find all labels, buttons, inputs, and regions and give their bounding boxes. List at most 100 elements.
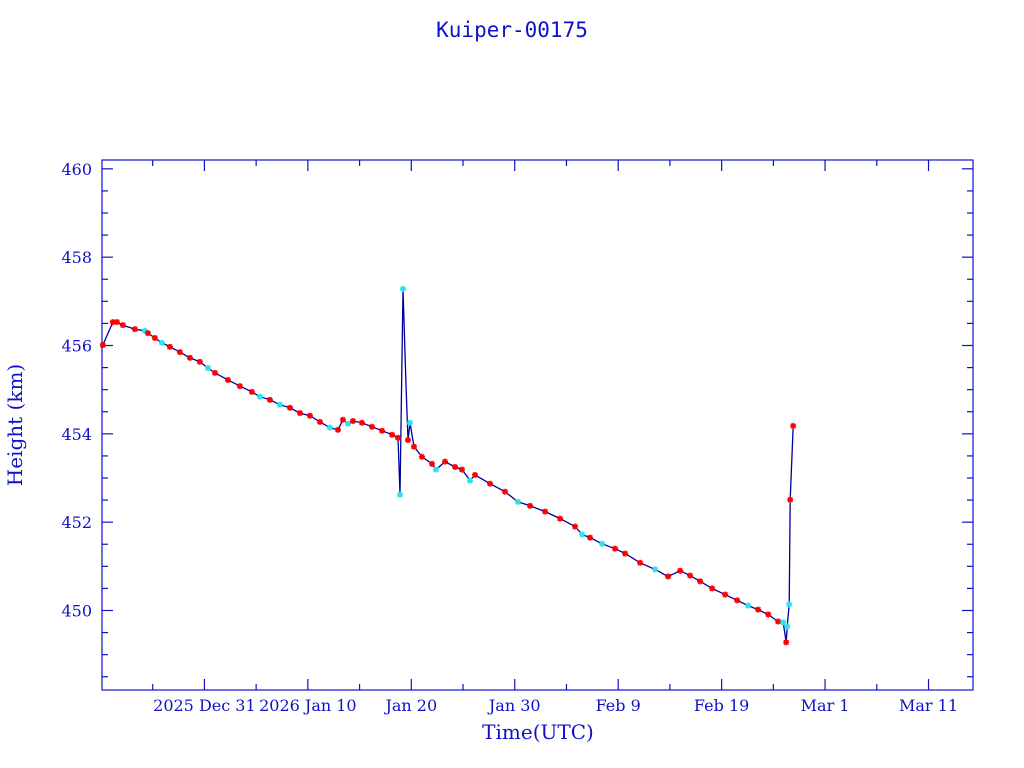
data-point-red xyxy=(612,545,619,552)
data-point-red xyxy=(587,534,594,541)
data-point-red xyxy=(119,322,126,329)
y-tick-label: 458 xyxy=(61,248,92,267)
data-point-red xyxy=(151,334,158,341)
x-tick-label: Mar 1 xyxy=(801,696,850,715)
data-point-cyan xyxy=(652,566,659,573)
data-point-cyan xyxy=(515,498,522,505)
data-point-red xyxy=(687,572,694,579)
data-point-red xyxy=(783,639,790,646)
data-point-red xyxy=(99,342,106,349)
height-series xyxy=(99,285,797,646)
data-point-red xyxy=(394,434,401,441)
data-point-red xyxy=(404,437,411,444)
data-point-red xyxy=(487,480,494,487)
data-point-cyan xyxy=(400,285,407,292)
data-point-red xyxy=(418,453,425,460)
data-point-red xyxy=(144,330,151,337)
data-point-red xyxy=(557,515,564,522)
axis-ticks: 2025 Dec 31 2026 Jan 10 Jan 20 Jan 30 Feb 9 F… xyxy=(61,160,973,715)
data-point-red xyxy=(339,416,346,423)
data-point-red xyxy=(368,423,375,430)
data-point-red xyxy=(379,427,386,434)
plot-frame xyxy=(101,159,974,691)
data-point-red xyxy=(734,597,741,604)
data-point-red xyxy=(722,591,729,598)
data-point-cyan xyxy=(467,477,474,484)
data-point-red xyxy=(176,349,183,356)
data-point-red xyxy=(542,508,549,515)
data-point-red xyxy=(697,578,704,585)
data-point-cyan xyxy=(326,424,333,431)
data-point-cyan xyxy=(397,491,404,498)
data-point-cyan xyxy=(786,601,793,608)
data-point-red xyxy=(211,369,218,376)
y-tick-label: 452 xyxy=(61,513,92,532)
y-tick-label: 460 xyxy=(61,160,92,179)
data-point-red xyxy=(428,460,435,467)
data-point-red xyxy=(442,458,449,465)
data-point-red xyxy=(637,559,644,566)
data-point-cyan xyxy=(158,339,165,346)
data-point-cyan xyxy=(344,420,351,427)
data-point-red xyxy=(349,418,356,425)
data-point-red xyxy=(665,573,672,580)
data-point-red xyxy=(677,567,684,574)
data-point-red xyxy=(389,431,396,438)
x-axis-label: Time(UTC) xyxy=(482,720,594,744)
data-point-cyan xyxy=(433,466,440,473)
data-point-red xyxy=(316,418,323,425)
data-point-red xyxy=(296,410,303,417)
data-point-red xyxy=(186,354,193,361)
x-tick-label: Jan 20 xyxy=(383,696,437,715)
data-point-red xyxy=(790,422,797,429)
data-point-red xyxy=(131,326,138,333)
data-point-cyan xyxy=(599,540,606,547)
x-tick-label: Mar 11 xyxy=(899,696,958,715)
data-point-cyan xyxy=(579,531,586,538)
data-point-red xyxy=(709,585,716,592)
data-point-red xyxy=(775,618,782,625)
data-point-red xyxy=(334,426,341,433)
x-tick-label: Feb 19 xyxy=(694,696,749,715)
data-point-red xyxy=(286,404,293,411)
data-point-cyan xyxy=(256,393,263,400)
data-point-red xyxy=(113,319,120,326)
data-point-cyan xyxy=(784,623,791,630)
data-point-red xyxy=(410,443,417,450)
y-tick-label: 454 xyxy=(61,425,92,444)
data-point-cyan xyxy=(406,419,413,426)
data-point-red xyxy=(452,463,459,470)
data-point-red xyxy=(109,319,116,326)
data-point-red xyxy=(236,383,243,390)
data-point-cyan xyxy=(780,619,787,626)
data-point-red xyxy=(527,502,534,509)
x-tick-label: 2026 Jan 10 xyxy=(259,696,357,715)
data-point-red xyxy=(248,388,255,395)
data-point-red xyxy=(472,471,479,478)
data-point-red xyxy=(622,550,629,557)
height-line xyxy=(102,288,794,643)
y-axis-label: Height (km) xyxy=(3,364,27,486)
data-point-cyan xyxy=(276,401,283,408)
x-tick-label: Feb 9 xyxy=(596,696,641,715)
y-tick-label: 456 xyxy=(61,337,92,356)
data-point-red xyxy=(765,611,772,618)
data-point-cyan xyxy=(141,327,148,334)
data-point-red xyxy=(755,606,762,613)
data-point-red xyxy=(266,396,273,403)
data-point-red xyxy=(787,496,794,503)
x-tick-label: Jan 30 xyxy=(487,696,541,715)
data-point-cyan xyxy=(745,602,752,609)
data-point-red xyxy=(224,376,231,383)
x-tick-label: 2025 Dec 31 xyxy=(153,696,256,715)
chart-title: Kuiper-00175 xyxy=(436,18,588,42)
y-tick-label: 450 xyxy=(61,602,92,621)
data-point-red xyxy=(572,523,579,530)
data-point-red xyxy=(502,488,509,495)
data-point-red xyxy=(166,343,173,350)
data-point-red xyxy=(306,412,313,419)
data-point-cyan xyxy=(204,365,211,372)
data-point-red xyxy=(358,419,365,426)
data-point-red xyxy=(458,466,465,473)
